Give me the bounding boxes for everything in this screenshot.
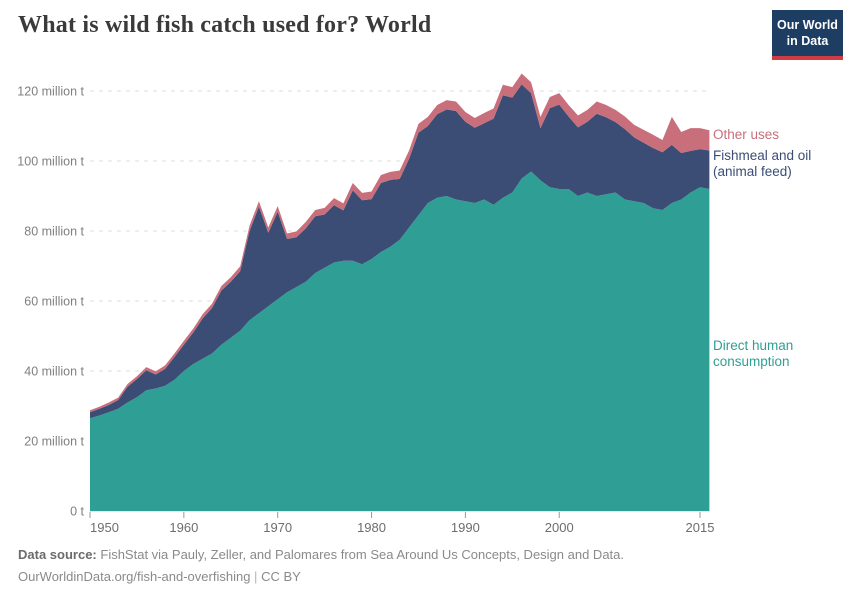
series-label-direct-human-consumption: Direct human consumption [713,338,794,369]
y-axis-label: 100 million t [17,155,84,169]
x-axis-label: 2015 [686,520,715,535]
area-fishmeal-and-oil-animal-feed[interactable] [90,84,710,419]
data-source-line: Data source: FishStat via Pauly, Zeller,… [18,544,624,566]
owid-url-link[interactable]: OurWorldinData.org/fish-and-overfishing [18,569,251,584]
owid-logo-line2: in Data [786,34,829,49]
owid-logo-line1: Our World [777,18,838,32]
y-axis-label: 120 million t [17,85,84,99]
y-axis-label: 40 million t [24,365,84,379]
x-axis-label: 1970 [263,520,292,535]
footer: Data source: FishStat via Pauly, Zeller,… [18,544,624,588]
x-axis-label: 1990 [451,520,480,535]
footer-separator: | [254,569,258,584]
license-link[interactable]: CC BY [261,569,301,584]
owid-logo[interactable]: Our World in Data [772,10,843,60]
series-label-other-uses: Other uses [713,127,780,142]
x-axis-label: 1950 [90,520,119,535]
y-axis-label: 80 million t [24,225,84,239]
series-label-fishmeal-and-oil: Fishmeal and oil (animal feed) [713,148,812,179]
owid-logo-red-bar [772,55,843,60]
area-direct-human-consumption[interactable] [90,171,710,512]
x-axis-label: 2000 [545,520,574,535]
y-axis-label: 60 million t [24,295,84,309]
data-source-text: FishStat via Pauly, Zeller, and Palomare… [100,547,625,562]
y-axis-label: 20 million t [24,435,84,449]
x-axis-label: 1980 [357,520,386,535]
data-source-label: Data source: [18,547,97,562]
y-axis-label: 0 t [70,505,84,519]
x-axis-label: 1960 [169,520,198,535]
page-title: What is wild fish catch used for? World [18,12,432,38]
owid-logo-text: Our World in Data [772,10,843,56]
footer-links-line: OurWorldinData.org/fish-and-overfishing … [18,566,624,588]
